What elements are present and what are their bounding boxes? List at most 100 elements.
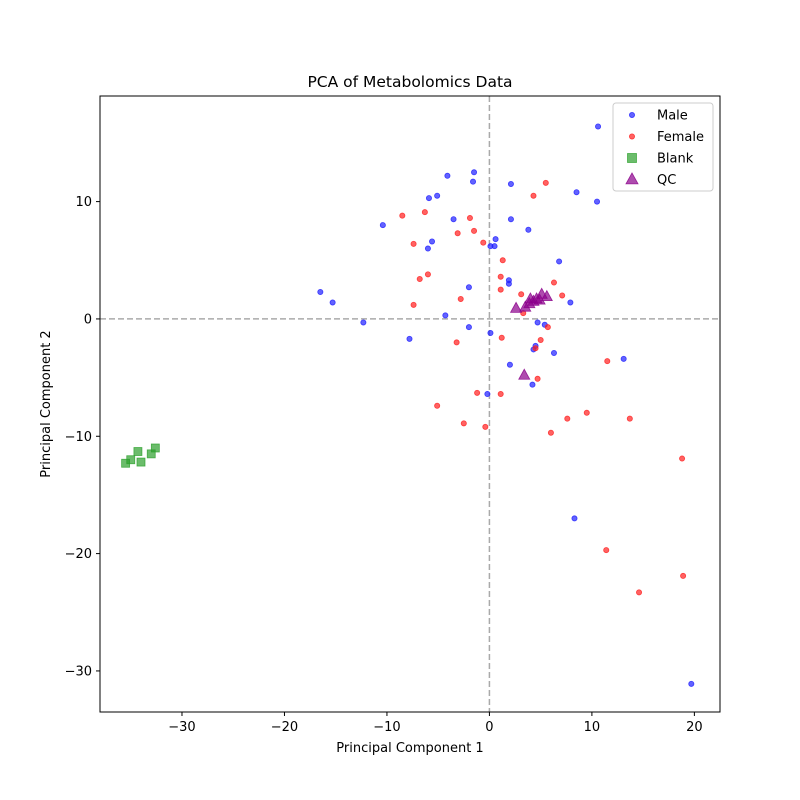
male-point [329,299,336,306]
male-point [594,198,601,205]
y-tick-label: −10 [65,430,92,445]
chart-title: PCA of Metabolomics Data [307,73,512,91]
female-point [550,279,557,286]
male-point [360,319,367,326]
legend-label-female: Female [657,130,704,145]
female-point [410,240,417,247]
female-point [497,286,504,293]
legend-label-blank: Blank [657,152,694,167]
x-tick-label: 0 [485,720,493,735]
female-point [466,215,473,222]
male-point [465,324,472,331]
y-tick-label: −20 [65,547,92,562]
female-point [424,271,431,278]
male-point [491,243,498,250]
female-point [542,179,549,186]
female-point [564,415,571,422]
female-point [636,589,643,596]
male-point [550,349,557,356]
x-tick-label: −30 [168,720,195,735]
male-point [595,123,602,130]
male-point [507,216,514,223]
female-point [497,273,504,280]
male-point [688,680,695,687]
male-point [465,284,472,291]
male-point [471,169,478,176]
female-point [416,276,423,283]
female-point [498,334,505,341]
y-tick-label: −30 [65,664,92,679]
female-point [518,291,525,298]
blank-point [136,457,146,467]
male-point [529,381,536,388]
y-axis-ticks: −30 −20 −10 0 10 [65,195,100,679]
female-point [474,389,481,396]
legend-label-qc: QC [657,173,676,188]
female-point [497,391,504,398]
x-tick-label: −10 [373,720,400,735]
female-point [399,212,406,219]
legend-marker-female [629,133,636,140]
series-male [317,123,695,687]
blank-point [126,455,136,465]
reference-lines [100,96,720,712]
male-point [487,330,494,337]
male-point [571,515,578,522]
female-point [534,375,541,382]
female-point [583,409,590,416]
female-point [410,301,417,308]
female-point [537,337,544,344]
male-point [406,335,413,342]
male-point [556,258,563,265]
series-qc [509,287,553,380]
male-point [429,238,436,245]
female-point [457,295,464,302]
female-point [604,358,611,365]
x-tick-label: −20 [271,720,298,735]
female-point [421,209,428,216]
female-point [680,572,687,579]
male-point [425,195,432,202]
y-tick-label: 10 [75,195,92,210]
series-female [399,179,687,596]
female-point [434,402,441,409]
qc-point [540,289,553,302]
y-axis-label: Principal Component 2 [39,330,54,477]
male-point [620,355,627,362]
female-point [679,455,686,462]
qc-point [509,301,523,313]
legend-marker-qc [625,172,639,185]
female-point [544,324,551,331]
female-point [532,345,539,352]
female-point [453,339,460,346]
male-point [573,189,580,196]
female-point [460,420,467,427]
male-point [506,361,513,368]
female-point [559,292,566,299]
legend-label-male: Male [657,109,688,124]
series-blank [121,443,160,468]
legend-marker-male [629,112,636,119]
male-point [484,391,491,398]
male-point [379,222,386,229]
legend-marker-blank [627,153,637,163]
male-point [317,288,324,295]
male-point [505,280,512,287]
female-point [626,415,633,422]
male-point [534,319,541,326]
female-point [471,227,478,234]
qc-point [518,368,531,380]
male-point [507,180,514,187]
male-point [444,172,451,179]
female-point [499,257,506,264]
x-axis-ticks: −30 −20 −10 0 10 20 [168,712,703,735]
male-point [567,299,574,306]
x-tick-label: 20 [686,720,703,735]
male-point [492,236,499,243]
legend-box [612,102,714,192]
plot-background [100,96,720,712]
legend: Male Female Blank QC [612,102,714,192]
female-point [603,547,610,554]
male-point [434,192,441,199]
